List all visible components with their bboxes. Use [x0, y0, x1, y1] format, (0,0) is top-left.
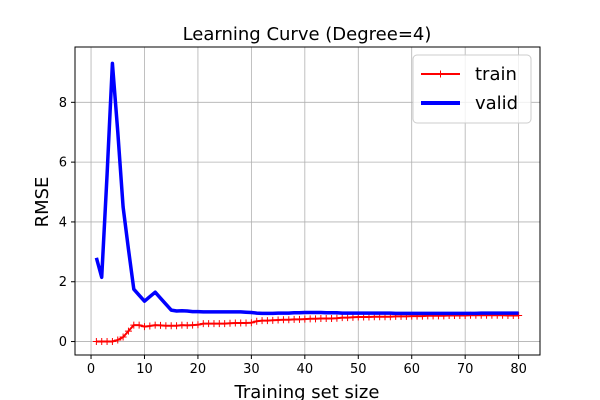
x-tick-label: 40 — [297, 362, 314, 377]
y-tick-label: 0 — [59, 335, 67, 350]
data-point-train — [135, 321, 143, 329]
data-point-train — [333, 314, 341, 322]
data-point-train — [140, 323, 148, 331]
y-tick-label: 4 — [59, 215, 67, 230]
legend-train-marker — [437, 70, 444, 78]
x-tick-label: 80 — [510, 362, 527, 377]
data-point-train — [173, 322, 181, 330]
chart-title: Learning Curve (Degree=4) — [183, 24, 432, 45]
y-tick-label: 8 — [59, 96, 67, 111]
data-point-train — [114, 336, 122, 344]
data-point-train — [146, 322, 154, 330]
legend: train valid — [412, 54, 532, 124]
data-point-train — [108, 338, 116, 346]
x-tick-label: 0 — [87, 362, 95, 377]
data-point-train — [247, 319, 255, 327]
y-tick-label: 6 — [59, 156, 67, 171]
data-point-train — [119, 333, 127, 341]
x-tick-label: 60 — [403, 362, 420, 377]
x-tick-label: 30 — [243, 362, 260, 377]
x-axis-label: Training set size — [234, 382, 380, 400]
y-axis-label: RMSE — [32, 177, 53, 228]
legend-train-label: train — [475, 64, 517, 85]
data-point-train — [124, 327, 132, 335]
data-point-train — [515, 312, 523, 320]
legend-valid-label: valid — [475, 93, 518, 114]
plot-frame — [74, 46, 541, 356]
x-tick-label: 50 — [350, 362, 367, 377]
x-tick-label: 20 — [190, 362, 207, 377]
x-tick-label: 70 — [457, 362, 474, 377]
data-point-train — [194, 321, 202, 329]
x-tick-label: 10 — [136, 362, 153, 377]
y-tick-label: 2 — [59, 275, 67, 290]
data-point-train — [253, 317, 261, 325]
ticks: 0 10 20 30 40 50 60 70 80 0 2 4 6 8 — [59, 96, 527, 377]
legend-box — [412, 54, 532, 124]
series-layer — [92, 61, 523, 346]
series-line-valid — [94, 61, 519, 316]
